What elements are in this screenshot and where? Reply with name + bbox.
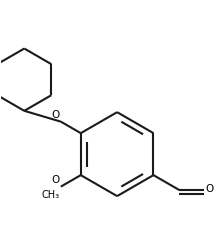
Text: O: O — [51, 110, 60, 120]
Text: O: O — [206, 184, 214, 195]
Text: CH₃: CH₃ — [41, 190, 60, 200]
Text: O: O — [51, 175, 60, 185]
